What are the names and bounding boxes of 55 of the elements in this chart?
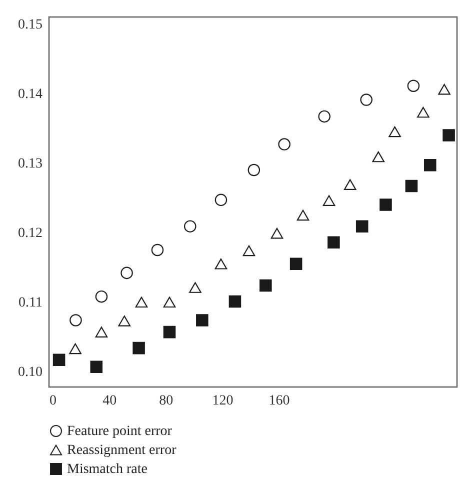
point [95,326,108,338]
point [69,343,82,354]
x-tick-label: 80 [159,394,174,408]
point [356,220,368,232]
point [214,258,228,270]
point [189,282,202,293]
point [290,258,302,270]
y-tick-label: 0.14 [18,87,42,102]
point [248,164,260,176]
legend-label: Reassignment error [67,443,177,458]
point [438,84,450,95]
point [260,279,272,292]
y-tick-label: 0.12 [18,226,42,242]
point [135,296,148,308]
point [120,266,133,280]
point [70,314,82,326]
point [417,106,430,118]
point [388,126,401,138]
legend-label: Feature point error [67,424,172,439]
point [214,194,228,206]
point [328,236,340,248]
point [228,295,242,308]
legend-label: Mismatch rate [67,462,148,477]
point [442,129,455,142]
point [344,179,356,190]
point [95,290,108,303]
y-tick-label: 0.10 [18,365,42,380]
point [296,210,310,221]
point [90,360,103,373]
y-tick-label: 0.15 [18,17,42,32]
point [318,110,330,123]
point [163,326,176,338]
x-tick-label: 40 [102,394,117,408]
point [163,296,176,308]
point [322,195,336,206]
point [360,94,372,106]
point [118,316,131,326]
point [278,138,290,150]
point [132,342,145,354]
point [405,180,418,192]
point [184,220,196,232]
point [380,198,392,211]
point [52,354,66,366]
point [424,159,436,172]
point [242,245,256,256]
point [407,80,420,92]
point [372,151,385,162]
point [270,228,284,239]
x-tick-label: 120 [212,394,234,408]
point [151,244,164,256]
y-tick-label: 0.13 [18,156,42,172]
x-tick-label: 0 [50,394,57,408]
y-tick-label: 0.11 [18,296,42,311]
point [196,314,208,326]
x-tick-label: 160 [268,394,290,408]
